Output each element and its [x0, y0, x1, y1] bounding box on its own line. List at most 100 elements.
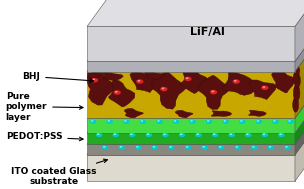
- Circle shape: [115, 91, 118, 93]
- Polygon shape: [87, 73, 99, 78]
- Circle shape: [161, 88, 164, 89]
- Polygon shape: [87, 20, 304, 61]
- Circle shape: [228, 133, 235, 137]
- Circle shape: [196, 133, 199, 135]
- Text: ITO coated Glass
substrate: ITO coated Glass substrate: [11, 159, 107, 186]
- Circle shape: [285, 146, 288, 148]
- Circle shape: [190, 120, 193, 122]
- Circle shape: [284, 146, 291, 150]
- Circle shape: [151, 146, 158, 150]
- Circle shape: [168, 146, 175, 150]
- Polygon shape: [198, 75, 230, 109]
- Circle shape: [230, 133, 232, 135]
- Polygon shape: [144, 72, 164, 80]
- Circle shape: [135, 146, 142, 150]
- Circle shape: [186, 146, 188, 148]
- Circle shape: [287, 120, 294, 124]
- Circle shape: [185, 146, 191, 150]
- Polygon shape: [87, 26, 295, 61]
- Polygon shape: [222, 72, 256, 95]
- Circle shape: [91, 78, 98, 82]
- Circle shape: [213, 133, 216, 135]
- Polygon shape: [87, 103, 304, 144]
- Circle shape: [278, 133, 285, 137]
- Polygon shape: [211, 111, 232, 116]
- Polygon shape: [295, 113, 304, 181]
- Circle shape: [92, 79, 95, 80]
- Circle shape: [108, 120, 110, 122]
- Polygon shape: [87, 0, 304, 26]
- Circle shape: [173, 120, 179, 124]
- Circle shape: [252, 146, 255, 148]
- Circle shape: [233, 79, 240, 84]
- Circle shape: [162, 133, 169, 137]
- Circle shape: [189, 120, 196, 124]
- Circle shape: [212, 133, 219, 137]
- Polygon shape: [87, 133, 295, 144]
- Polygon shape: [295, 91, 304, 144]
- Polygon shape: [293, 97, 299, 112]
- Polygon shape: [87, 30, 304, 72]
- Polygon shape: [293, 72, 299, 84]
- Polygon shape: [249, 80, 276, 100]
- Circle shape: [163, 133, 166, 135]
- Polygon shape: [87, 155, 295, 181]
- Polygon shape: [295, 73, 300, 88]
- Circle shape: [251, 146, 257, 150]
- Circle shape: [234, 80, 237, 82]
- Polygon shape: [87, 30, 304, 72]
- Polygon shape: [87, 144, 295, 155]
- Circle shape: [118, 146, 125, 150]
- Circle shape: [123, 120, 130, 124]
- Circle shape: [179, 133, 185, 137]
- Circle shape: [239, 120, 246, 124]
- Circle shape: [137, 80, 140, 82]
- Circle shape: [261, 85, 268, 90]
- Polygon shape: [108, 80, 135, 107]
- Circle shape: [153, 146, 155, 148]
- Circle shape: [236, 146, 238, 148]
- Circle shape: [210, 90, 217, 94]
- Circle shape: [211, 91, 214, 92]
- Text: BHJ: BHJ: [22, 72, 94, 82]
- Polygon shape: [295, 30, 304, 118]
- Polygon shape: [130, 72, 161, 93]
- Circle shape: [219, 146, 222, 148]
- Circle shape: [124, 120, 126, 122]
- Circle shape: [119, 146, 122, 148]
- Circle shape: [147, 133, 149, 135]
- Circle shape: [255, 120, 262, 124]
- Polygon shape: [87, 113, 304, 155]
- Circle shape: [273, 120, 276, 122]
- Circle shape: [257, 120, 259, 122]
- Circle shape: [269, 146, 271, 148]
- Polygon shape: [87, 118, 295, 133]
- Circle shape: [130, 133, 133, 135]
- Polygon shape: [103, 72, 123, 81]
- Circle shape: [174, 120, 176, 122]
- Circle shape: [136, 79, 143, 84]
- Circle shape: [201, 146, 208, 150]
- Circle shape: [114, 90, 121, 95]
- Circle shape: [234, 146, 241, 150]
- Circle shape: [141, 120, 143, 122]
- Circle shape: [206, 120, 212, 124]
- Polygon shape: [295, 76, 304, 133]
- Circle shape: [97, 133, 99, 135]
- Circle shape: [240, 120, 243, 122]
- Circle shape: [140, 120, 146, 124]
- Circle shape: [136, 146, 139, 148]
- Circle shape: [169, 146, 172, 148]
- Polygon shape: [295, 0, 304, 61]
- Circle shape: [207, 120, 209, 122]
- Circle shape: [185, 77, 192, 81]
- Text: PEDOT:PSS: PEDOT:PSS: [6, 132, 83, 141]
- Circle shape: [91, 120, 93, 122]
- Polygon shape: [87, 72, 295, 118]
- Circle shape: [222, 120, 229, 124]
- Circle shape: [102, 146, 109, 150]
- Polygon shape: [271, 72, 295, 93]
- Circle shape: [146, 133, 152, 137]
- Polygon shape: [87, 91, 304, 133]
- Circle shape: [268, 146, 274, 150]
